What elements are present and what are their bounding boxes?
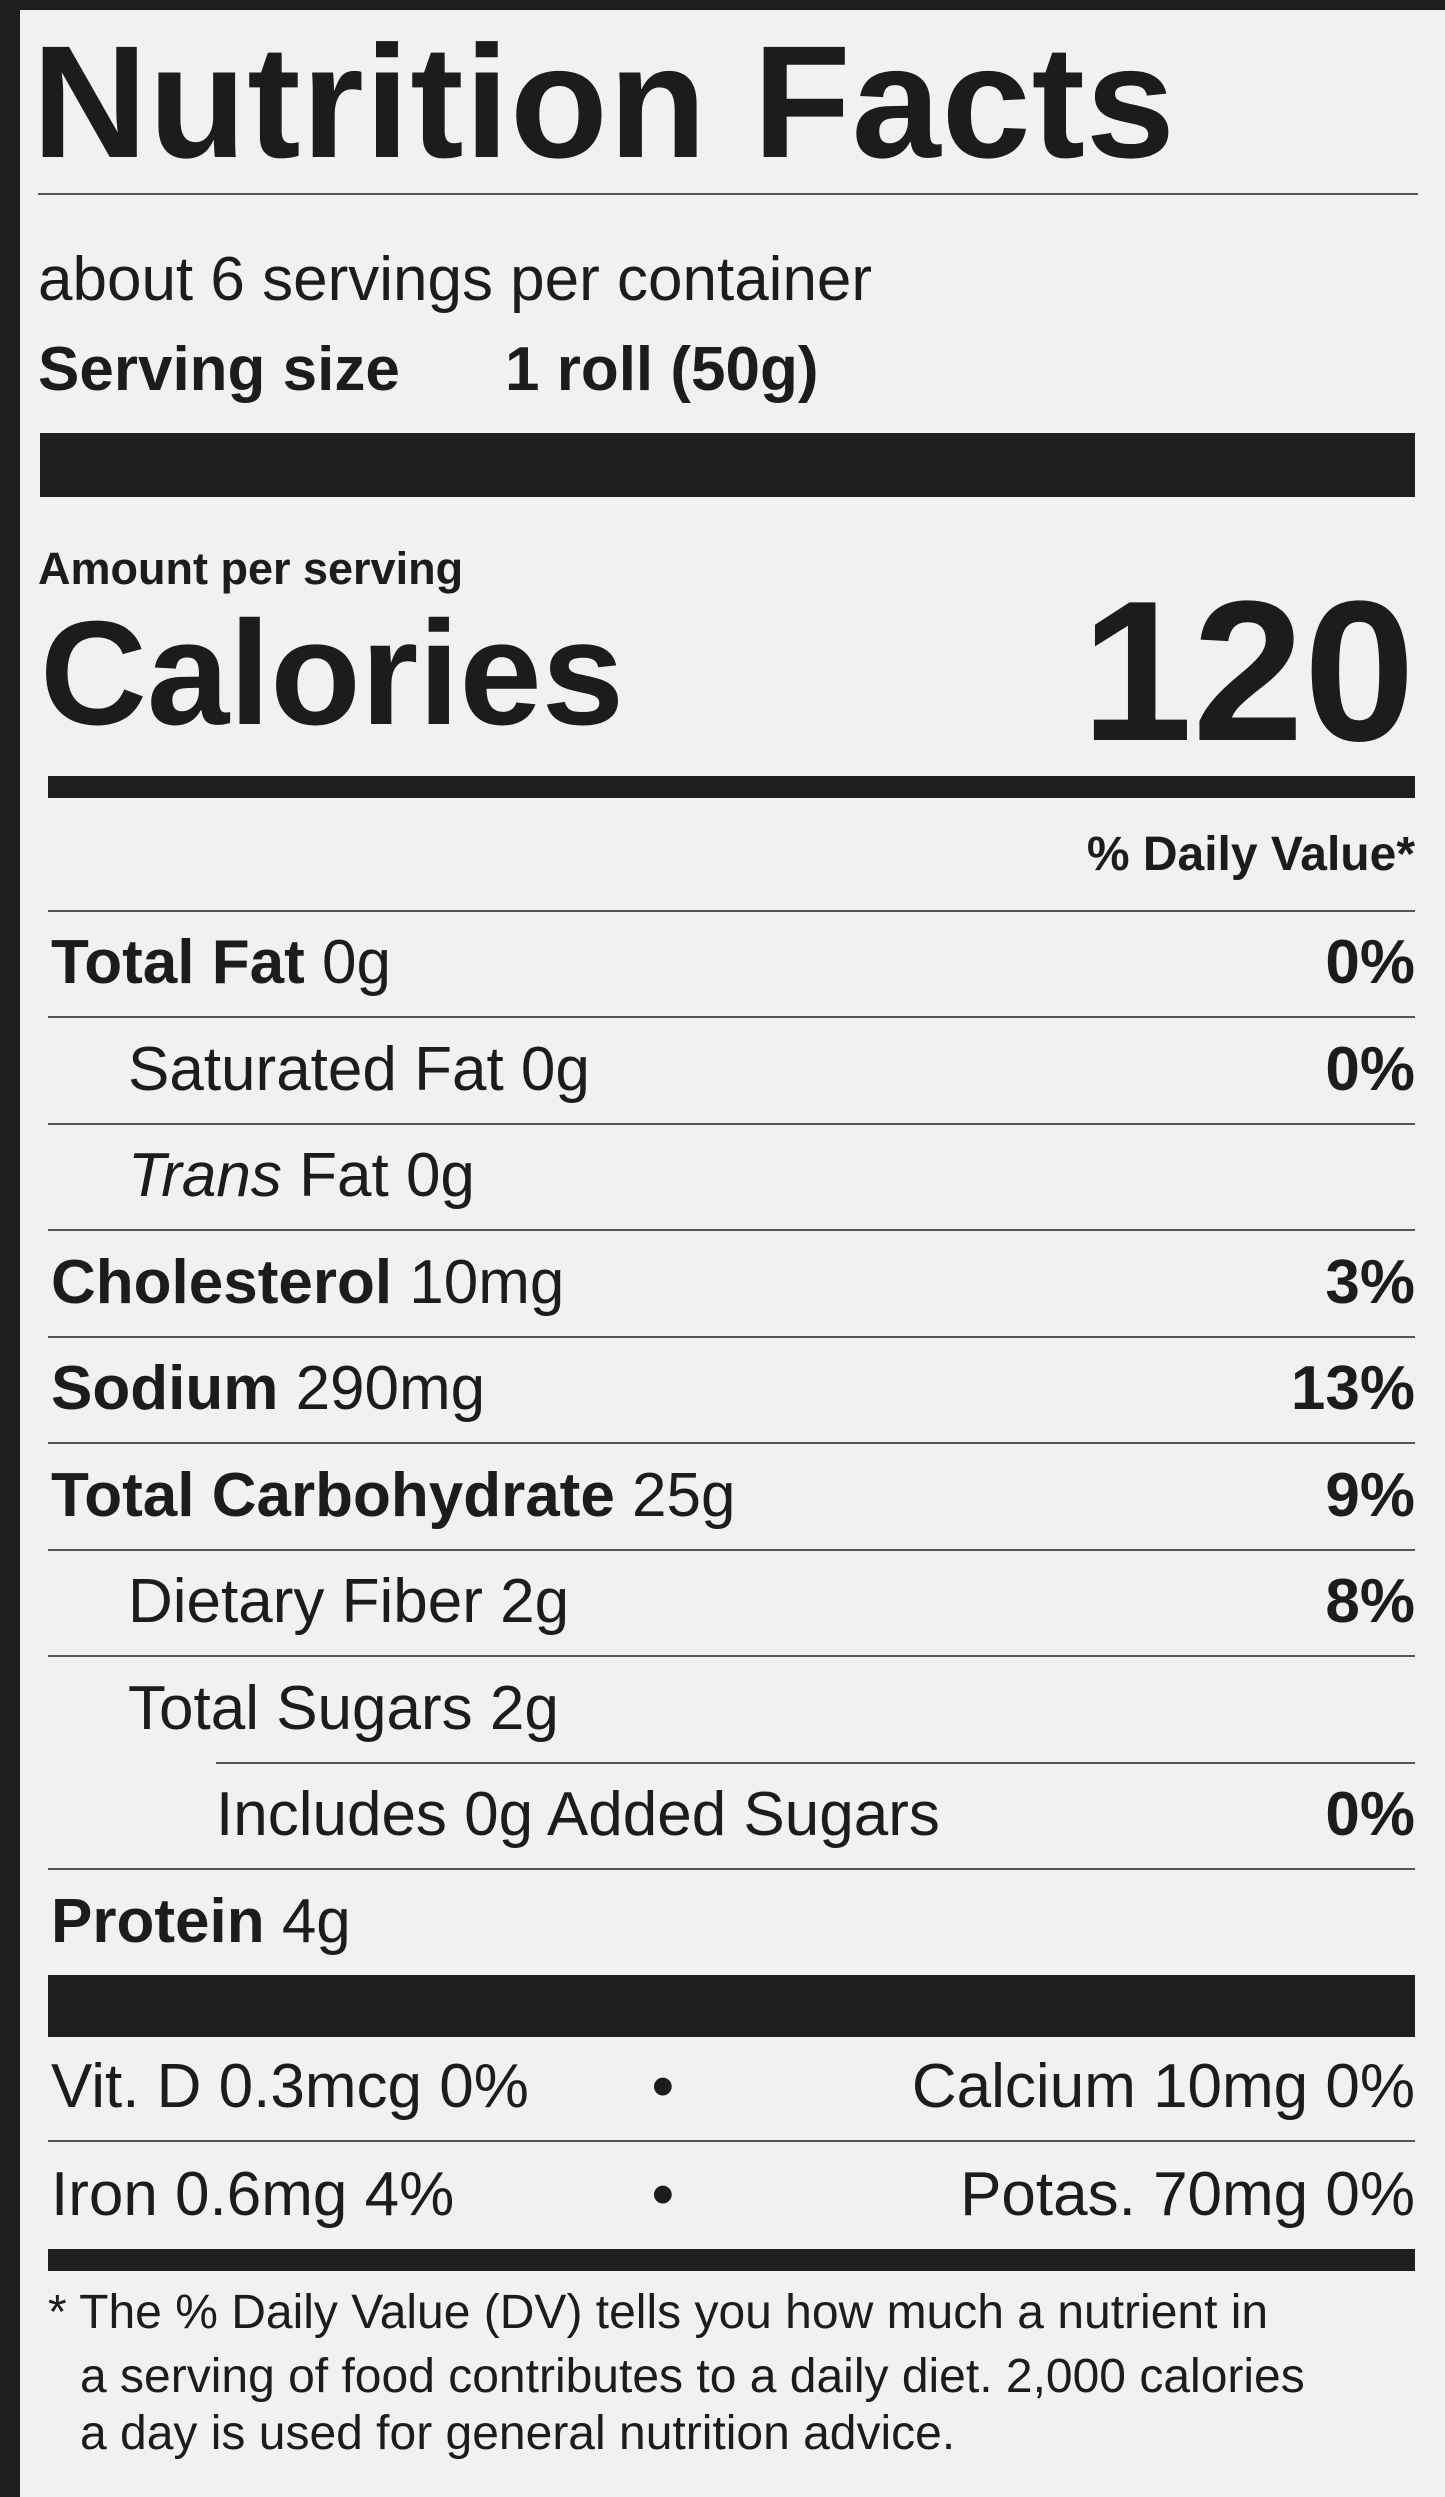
title: Nutrition Facts bbox=[32, 12, 1176, 191]
nutrient-amount: 25g bbox=[632, 1460, 736, 1530]
divider bbox=[48, 1122, 1415, 1125]
bullet: • bbox=[652, 2052, 674, 2121]
nutrient-name: Total Sugars bbox=[128, 1673, 473, 1743]
bullet: • bbox=[652, 2160, 674, 2229]
thick-line bbox=[48, 2249, 1415, 2271]
nutrient-row: Trans Fat 0g bbox=[128, 1145, 475, 1207]
nutrient-row: Total Carbohydrate 25g bbox=[51, 1464, 736, 1527]
nutrient-name: Cholesterol bbox=[51, 1247, 393, 1317]
amount-per-serving: Amount per serving bbox=[38, 543, 464, 594]
nutrient-name: Total Fat bbox=[51, 928, 305, 997]
divider bbox=[48, 1548, 1415, 1551]
nutrient-amount: 2g bbox=[500, 1567, 570, 1636]
nutrient-name: Fat bbox=[299, 1141, 389, 1210]
divider bbox=[48, 1868, 1415, 1870]
footnote-line: a serving of food contributes to a daily… bbox=[80, 2350, 1305, 2403]
nutrient-name: Sodium bbox=[51, 1354, 279, 1423]
nutrient-row: Saturated Fat 0g bbox=[128, 1038, 590, 1101]
vitamin: Vit. D 0.3mcg 0% bbox=[51, 2052, 529, 2121]
top-border bbox=[0, 0, 1445, 10]
nutrient-name: Saturated Fat bbox=[128, 1034, 504, 1104]
dv-header: % Daily Value* bbox=[1086, 828, 1415, 881]
nutrient-row: Total Fat 0g bbox=[51, 932, 391, 994]
daily-value: 8% bbox=[1325, 1567, 1415, 1636]
calories-label: Calories bbox=[40, 591, 625, 756]
nutrient-amount: 0g bbox=[321, 928, 391, 997]
nutrient-name-italic: Trans bbox=[128, 1141, 282, 1210]
divider bbox=[48, 1229, 1415, 1231]
footnote-line: a day is used for general nutrition advi… bbox=[80, 2407, 956, 2460]
vitamin: Iron 0.6mg 4% bbox=[51, 2160, 455, 2229]
nutrient-row: Includes 0g Added Sugars bbox=[216, 1784, 940, 1846]
divider bbox=[216, 1761, 1415, 1764]
nutrient-name: Protein bbox=[51, 1886, 265, 1956]
nutrient-row: Total Sugars 2g bbox=[128, 1677, 559, 1740]
thick-line bbox=[48, 776, 1415, 798]
daily-value: 9% bbox=[1325, 1460, 1415, 1530]
divider bbox=[48, 1335, 1415, 1338]
daily-value: 0% bbox=[1325, 1034, 1415, 1104]
nutrient-amount: 0g bbox=[520, 1034, 590, 1104]
nutrient-row: Sodium 290mg bbox=[51, 1358, 485, 1420]
daily-value: 0% bbox=[1325, 928, 1415, 997]
nutrient-name: Includes 0g Added Sugars bbox=[216, 1780, 940, 1849]
servings: about 6 servings per container bbox=[38, 245, 873, 314]
nutrient-row: Cholesterol 10mg bbox=[51, 1251, 564, 1314]
vitamin: Potas. 70mg 0% bbox=[960, 2160, 1415, 2229]
nutrient-amount: 2g bbox=[489, 1673, 559, 1743]
nutrient-name: Dietary Fiber bbox=[128, 1567, 483, 1636]
divider bbox=[38, 193, 1418, 195]
calories-value: 120 bbox=[1081, 560, 1415, 783]
left-border bbox=[0, 0, 20, 2497]
divider bbox=[48, 1442, 1415, 1444]
footnote-line: * The % Daily Value (DV) tells you how m… bbox=[48, 2286, 1269, 2339]
divider bbox=[48, 2140, 1415, 2142]
nutrient-amount: 0g bbox=[405, 1141, 475, 1210]
serving-size-value: 1 roll (50g) bbox=[505, 335, 819, 404]
daily-value: 3% bbox=[1325, 1247, 1415, 1317]
daily-value: 13% bbox=[1290, 1354, 1415, 1423]
divider bbox=[48, 1655, 1415, 1657]
divider bbox=[48, 1016, 1415, 1018]
serving-size-label: Serving size bbox=[38, 335, 400, 404]
thick-bar bbox=[48, 1975, 1415, 2037]
vitamin: Calcium 10mg 0% bbox=[911, 2052, 1415, 2121]
thick-bar bbox=[40, 433, 1415, 497]
nutrient-amount: 290mg bbox=[295, 1354, 486, 1423]
nutrient-amount: 4g bbox=[281, 1886, 351, 1956]
nutrient-name: Total Carbohydrate bbox=[51, 1460, 615, 1530]
nutrient-amount: 10mg bbox=[409, 1247, 565, 1317]
nutrient-row: Protein 4g bbox=[51, 1890, 351, 1953]
nutrient-row: Dietary Fiber 2g bbox=[128, 1571, 569, 1633]
divider bbox=[48, 910, 1415, 912]
daily-value: 0% bbox=[1325, 1780, 1415, 1849]
